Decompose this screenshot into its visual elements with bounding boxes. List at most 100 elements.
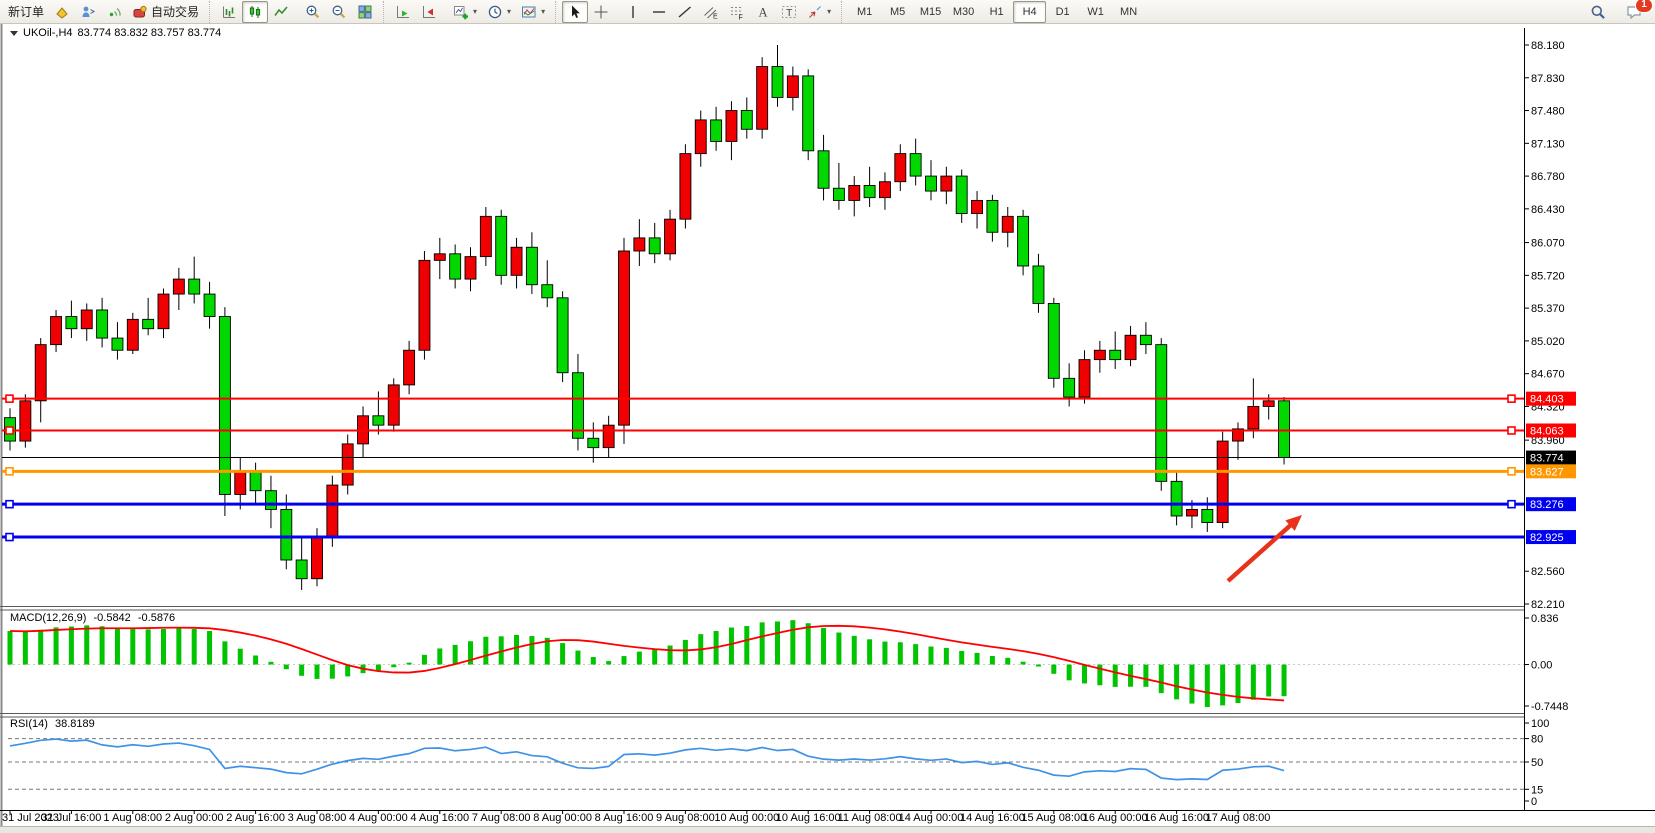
cursor-icon xyxy=(572,5,580,18)
macd-histogram-bar xyxy=(145,629,151,665)
macd-histogram-bar xyxy=(682,639,688,665)
macd-histogram-bar xyxy=(22,631,28,665)
price-tag-83.774 xyxy=(1526,450,1576,465)
fibo-icon: F xyxy=(731,6,744,20)
line-anchor[interactable] xyxy=(5,467,14,476)
signals-button[interactable] xyxy=(101,1,127,23)
macd-histogram-bar xyxy=(421,654,427,665)
vertical-line-button[interactable] xyxy=(620,1,646,23)
line-anchor[interactable] xyxy=(1507,499,1516,509)
new-order-button[interactable]: 新订单 xyxy=(3,1,49,23)
svg-text:A: A xyxy=(759,5,768,19)
macd-histogram-bar xyxy=(283,664,289,670)
macd-histogram-bar xyxy=(437,648,443,665)
zoomin-icon xyxy=(306,5,320,18)
price-tick-label: 86.430 xyxy=(1531,204,1565,216)
chat-button[interactable]: 1 xyxy=(1621,0,1653,23)
macd-histogram-bar xyxy=(299,664,305,676)
macd-histogram-bar xyxy=(237,648,243,665)
equidistant-channel-button[interactable]: E xyxy=(698,1,724,23)
price-tick-label: 85.020 xyxy=(1531,336,1565,348)
trend-icon xyxy=(678,5,692,18)
horizontal-lines xyxy=(2,394,1524,542)
tf-d1-button[interactable]: D1 xyxy=(1046,1,1079,23)
tf-m1-button[interactable]: M1 xyxy=(848,1,881,23)
crosshair-button[interactable] xyxy=(588,1,614,23)
line-anchor[interactable] xyxy=(5,499,14,509)
tf-w1-button[interactable]: W1 xyxy=(1079,1,1112,23)
price-tick-label: 85.370 xyxy=(1531,303,1565,315)
arrows-button[interactable]: ▾ xyxy=(802,1,836,23)
market-button[interactable] xyxy=(75,1,101,23)
candlestick-chart-button[interactable] xyxy=(242,0,269,23)
arrowhead xyxy=(1285,515,1302,531)
zoomout-icon xyxy=(332,5,346,18)
macd-histogram-bar xyxy=(176,628,182,665)
text-label-button[interactable]: T xyxy=(776,1,802,23)
toolbar-group: ▾ ▾ ▾ xyxy=(445,1,553,23)
metaeditor-button[interactable] xyxy=(49,1,75,23)
line-anchor[interactable] xyxy=(1507,394,1516,403)
line-anchor[interactable] xyxy=(5,426,14,435)
tf-h1-button[interactable]: H1 xyxy=(980,1,1013,23)
macd-histogram-bar xyxy=(728,627,734,665)
macd-histogram-bar xyxy=(928,646,934,665)
price-tag-label: 84.063 xyxy=(1530,425,1564,437)
tf-m1-label: M1 xyxy=(856,5,873,18)
tf-mn-button[interactable]: MN xyxy=(1112,1,1145,23)
line-anchor[interactable] xyxy=(5,532,14,542)
text-button[interactable]: A xyxy=(750,1,776,23)
macd-histogram-bar xyxy=(7,631,13,665)
macd-histogram-bar xyxy=(1097,664,1103,686)
macd-histogram-bar xyxy=(1220,664,1226,706)
tf-m5-button[interactable]: M5 xyxy=(881,1,914,23)
macd-histogram-bar xyxy=(375,664,381,671)
tf-h4-button[interactable]: H4 xyxy=(1013,0,1047,23)
trend-arrow-annotation[interactable] xyxy=(1226,515,1302,583)
tf-m30-button[interactable]: M30 xyxy=(947,1,980,23)
macd-histogram-bar xyxy=(391,664,397,668)
line-anchor[interactable] xyxy=(1507,467,1516,476)
macd-histogram-bar xyxy=(314,664,320,679)
templates-button[interactable]: ▾ xyxy=(516,1,550,23)
time-tick-label: 4 Aug 00:00 xyxy=(349,812,408,824)
rsi-tick-label: 80 xyxy=(1531,734,1543,746)
time-tick-label: 7 Aug 08:00 xyxy=(472,812,531,824)
macd-tick-label: -0.7448 xyxy=(1531,701,1568,713)
zoom-in-button[interactable] xyxy=(300,1,326,23)
line-chart-button[interactable] xyxy=(268,1,294,23)
fibonacci-button[interactable]: F xyxy=(724,1,750,23)
tf-m15-button[interactable]: M15 xyxy=(914,1,947,23)
time-tick-label: 17 Aug 08:00 xyxy=(1206,812,1271,824)
search-button[interactable] xyxy=(1585,1,1611,23)
price-tick-label: 87.480 xyxy=(1531,106,1565,118)
price-tag-83.627 xyxy=(1526,464,1576,479)
chevron-down-icon: ▾ xyxy=(507,7,512,16)
bar-chart-button[interactable] xyxy=(216,1,242,23)
macd-histogram-bar xyxy=(529,636,535,665)
macd-tick-label: 0.836 xyxy=(1531,613,1559,625)
cursor-button[interactable] xyxy=(562,0,589,23)
horizontal-line-button[interactable] xyxy=(646,1,672,23)
line-anchor[interactable] xyxy=(1507,426,1516,435)
zoom-out-button[interactable] xyxy=(326,1,352,23)
trendline-button[interactable] xyxy=(672,1,698,23)
auto-scroll-button[interactable] xyxy=(390,1,416,23)
macd-histogram-bar xyxy=(959,650,965,665)
tile-windows-button[interactable] xyxy=(352,1,378,23)
macd-histogram-bar xyxy=(805,623,811,665)
rsi-tick-label: 15 xyxy=(1531,784,1543,796)
new-chart-button[interactable]: ▾ xyxy=(448,1,482,23)
macd-histogram-bar xyxy=(867,639,873,665)
price-tag-82.925 xyxy=(1526,530,1576,545)
price-axis[interactable]: 88.180 87.830 87.480 87.130 86.780 86.430 86.0… xyxy=(1524,28,1576,810)
auto-trading-button[interactable]: 自动交易 xyxy=(127,1,204,23)
tf-d1-label: D1 xyxy=(1055,5,1070,18)
periods-button[interactable]: ▾ xyxy=(482,1,516,23)
chart-shift-button[interactable] xyxy=(416,1,442,23)
shift-icon xyxy=(423,5,436,18)
line-anchor[interactable] xyxy=(5,394,14,403)
